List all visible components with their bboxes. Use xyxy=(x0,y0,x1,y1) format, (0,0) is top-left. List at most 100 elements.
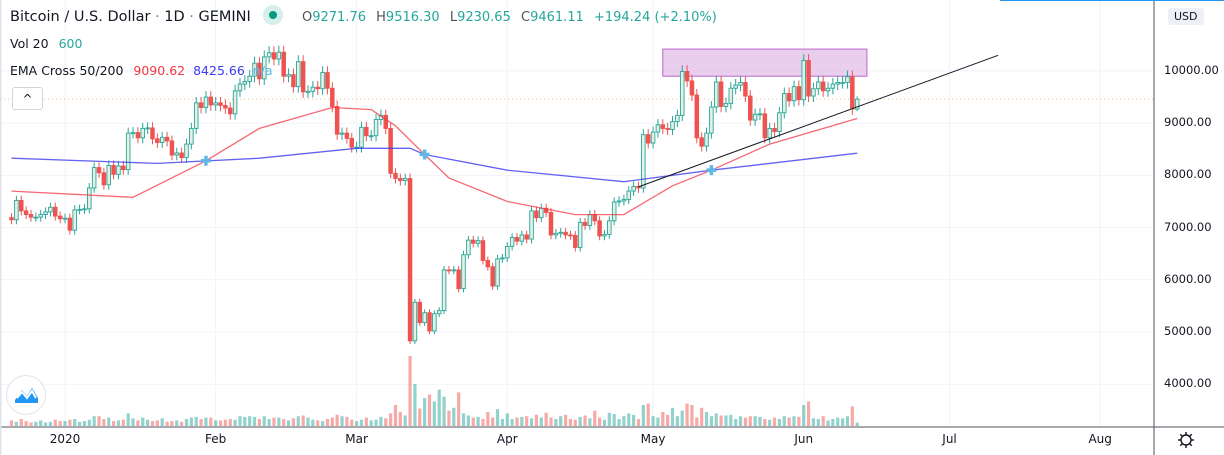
volume-bar xyxy=(641,405,645,426)
candle-body xyxy=(723,102,729,107)
volume-bar xyxy=(209,417,213,426)
volume-bar xyxy=(14,421,18,426)
candle-body xyxy=(777,112,782,133)
candle xyxy=(398,173,403,186)
time-tick-label: Aug xyxy=(1088,432,1112,446)
candle xyxy=(553,229,559,240)
candle-body xyxy=(679,71,685,116)
ema-legend[interactable]: EMA Cross 50/200 9090.62 8425.66 n/a xyxy=(10,63,273,78)
volume-bar xyxy=(282,419,286,426)
candle xyxy=(709,101,714,139)
volume-bar xyxy=(291,418,296,426)
volume-bar xyxy=(252,416,257,426)
candle xyxy=(232,84,238,120)
volume-bar xyxy=(481,419,485,426)
volume-bar xyxy=(379,416,383,426)
volume-bar xyxy=(432,401,436,426)
settings-gear-icon[interactable] xyxy=(1177,431,1195,449)
candle xyxy=(694,89,700,144)
price-tick-label: 5000.00 xyxy=(1164,324,1212,338)
candle xyxy=(257,56,262,86)
candle-body xyxy=(748,95,753,121)
candle-body xyxy=(402,178,408,182)
time-tick-label: Mar xyxy=(345,432,368,446)
candle xyxy=(354,141,359,153)
time-tick-label: Jul xyxy=(942,432,957,446)
candle-body xyxy=(174,152,180,156)
candle-body xyxy=(733,84,738,89)
interval[interactable]: 1D xyxy=(164,9,185,25)
candle xyxy=(28,210,34,222)
candle-body xyxy=(62,217,68,220)
volume-bar xyxy=(68,419,72,426)
candle xyxy=(169,135,175,161)
volume-bar xyxy=(39,420,43,426)
volume-bar xyxy=(257,419,261,426)
candle xyxy=(568,230,573,240)
candle-body xyxy=(529,210,534,240)
candle xyxy=(752,108,758,126)
currency-badge[interactable]: USD xyxy=(1168,8,1204,25)
candle xyxy=(607,216,612,239)
volume-bar xyxy=(131,418,135,426)
volume-bar xyxy=(529,418,534,426)
candle xyxy=(159,131,165,148)
volume-bar xyxy=(768,419,772,426)
candle-body xyxy=(718,81,724,107)
volume-bar xyxy=(29,422,33,426)
candle-body xyxy=(223,105,228,109)
candle xyxy=(19,195,24,216)
candle xyxy=(616,196,622,207)
volume-bar xyxy=(588,418,592,426)
candle-body xyxy=(373,119,379,137)
candle xyxy=(762,108,768,144)
candle-body xyxy=(728,87,734,104)
candle xyxy=(116,160,121,180)
volume-bar xyxy=(500,419,504,426)
candle-body xyxy=(626,190,632,200)
candle-body xyxy=(320,72,325,90)
candle-body xyxy=(466,239,471,256)
candle-body xyxy=(247,75,252,82)
volume-bar xyxy=(82,421,87,426)
volume-bar xyxy=(204,417,208,426)
volume-bar xyxy=(724,415,728,426)
candle-body xyxy=(184,143,189,159)
price-tick-label: 10000.00 xyxy=(1164,63,1219,77)
candle-body xyxy=(91,167,97,189)
volume-bar xyxy=(107,417,111,426)
volume-bar xyxy=(97,416,101,426)
candle-body xyxy=(237,83,243,92)
volume-legend[interactable]: Vol 20 600 xyxy=(10,36,82,51)
candle-body xyxy=(53,206,58,217)
volume-bar xyxy=(495,409,500,426)
candle xyxy=(135,127,141,144)
candle-body xyxy=(621,198,627,202)
candle-body xyxy=(801,60,806,101)
volume-bar xyxy=(831,419,835,426)
candle-body xyxy=(145,127,150,130)
candle-body xyxy=(709,106,714,134)
collapse-legend-button[interactable]: ^ xyxy=(12,87,43,110)
candle xyxy=(495,254,500,290)
candle-body xyxy=(704,132,709,147)
price-tick-label: 6000.00 xyxy=(1164,271,1212,286)
volume-bar xyxy=(534,414,539,426)
candle-body xyxy=(364,126,369,137)
candle xyxy=(505,242,510,262)
volume-bar xyxy=(782,416,786,426)
candle-body xyxy=(315,86,320,90)
volume-bar xyxy=(116,420,121,426)
tradingview-logo[interactable] xyxy=(6,375,46,415)
candle-body xyxy=(582,221,588,226)
candle xyxy=(184,138,189,163)
volume-bar xyxy=(9,420,14,426)
candle xyxy=(514,233,520,246)
candle xyxy=(820,75,826,97)
candle-body xyxy=(796,86,802,101)
candle-body xyxy=(670,121,675,130)
candle-body xyxy=(266,52,272,58)
candle xyxy=(573,231,578,252)
symbol-title[interactable]: Bitcoin / U.S. Dollar xyxy=(10,9,151,25)
